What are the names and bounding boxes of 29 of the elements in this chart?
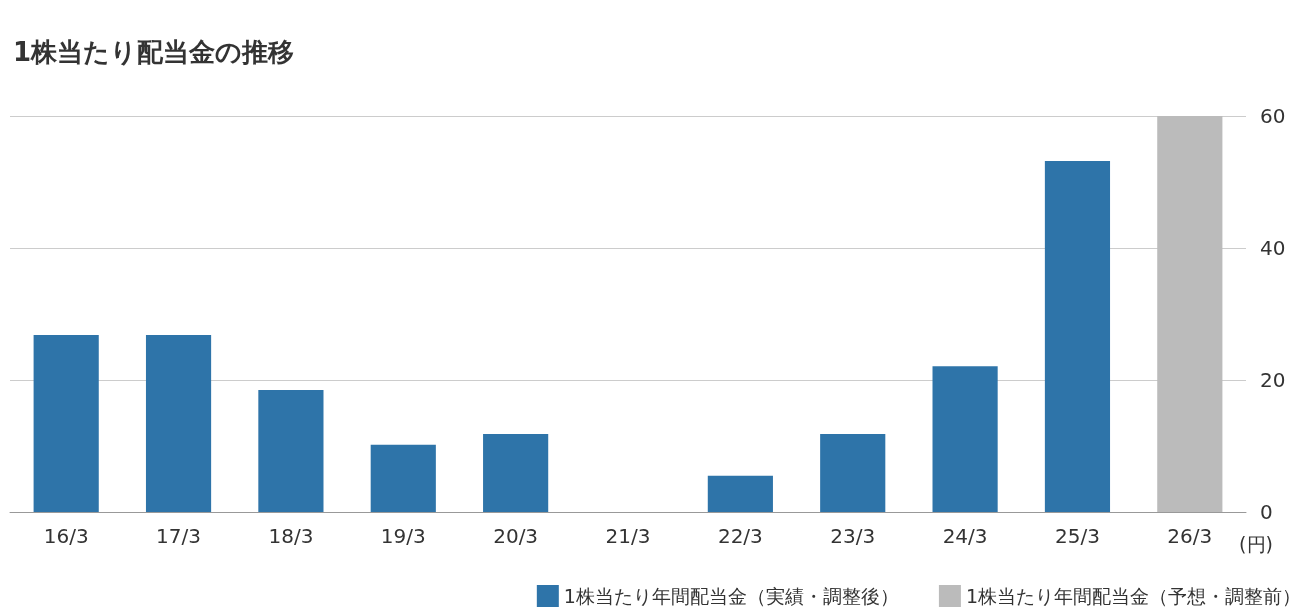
y-axis-title: (円) bbox=[1239, 532, 1273, 555]
x-tick-label: 26/3 bbox=[1167, 524, 1213, 548]
x-tick-label: 19/3 bbox=[380, 524, 426, 548]
bar bbox=[145, 335, 212, 512]
chart-title: 1株当たり配当金の推移 bbox=[13, 37, 295, 67]
bar bbox=[370, 444, 436, 512]
legend-label: 1株当たり年間配当金（実績・調整後） bbox=[563, 585, 899, 607]
x-tick-label: 23/3 bbox=[830, 524, 876, 548]
bar bbox=[1157, 116, 1223, 512]
x-tick-label: 21/3 bbox=[605, 524, 651, 548]
bar bbox=[483, 434, 549, 512]
x-tick-label: 24/3 bbox=[942, 524, 988, 548]
bar bbox=[1044, 160, 1111, 512]
bar bbox=[707, 475, 773, 512]
bar bbox=[932, 366, 998, 512]
y-tick-label: 20 bbox=[1260, 368, 1286, 392]
y-tick-label: 60 bbox=[1260, 104, 1286, 128]
x-tick-label: 20/3 bbox=[493, 524, 539, 548]
x-tick-label: 18/3 bbox=[268, 524, 314, 548]
y-tick-label: 0 bbox=[1260, 500, 1273, 524]
y-tick-label: 40 bbox=[1260, 236, 1286, 260]
bar bbox=[33, 335, 99, 512]
legend-label: 1株当たり年間配当金（予想・調整前） bbox=[965, 585, 1302, 607]
x-tick-label: 17/3 bbox=[156, 524, 202, 548]
bar bbox=[820, 434, 886, 512]
bar bbox=[258, 389, 324, 512]
x-tick-label: 22/3 bbox=[717, 524, 763, 548]
x-tick-label: 25/3 bbox=[1054, 524, 1100, 548]
x-tick-label: 16/3 bbox=[43, 524, 89, 548]
